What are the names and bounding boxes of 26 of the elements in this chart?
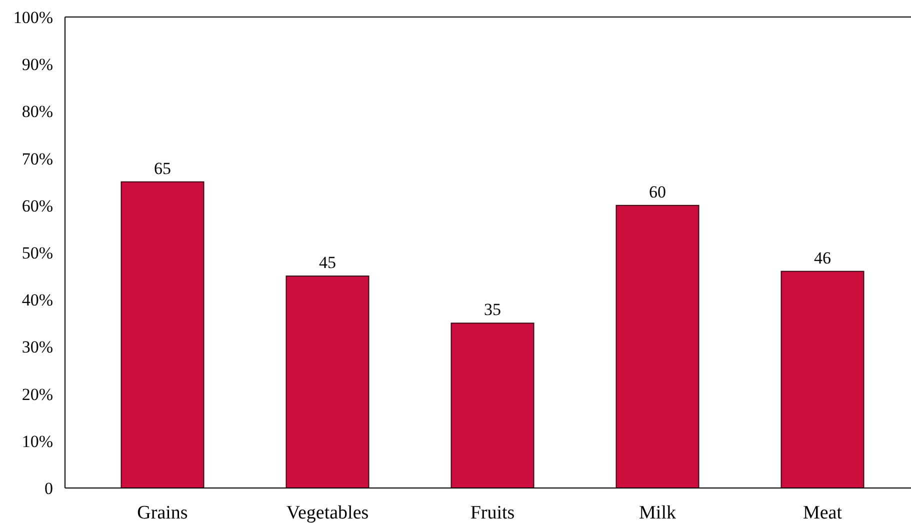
x-tick-label: Vegetables: [286, 502, 369, 523]
y-tick-label: 60%: [22, 196, 53, 216]
bar: [450, 322, 534, 488]
y-tick-label: 20%: [22, 384, 53, 404]
bar: [286, 276, 370, 488]
y-tick-label: 100%: [13, 8, 53, 27]
data-label: 45: [319, 253, 336, 272]
bar: [616, 204, 700, 488]
bar: [120, 181, 204, 488]
y-tick-label: 0: [44, 478, 53, 498]
data-label: 65: [154, 158, 171, 178]
x-tick-label: Milk: [639, 502, 676, 523]
y-tick-label: 40%: [22, 290, 53, 310]
data-label: 46: [814, 248, 831, 268]
y-tick-label: 80%: [22, 102, 53, 122]
x-tick-label: Grains: [137, 502, 188, 523]
x-tick-label: Meat: [802, 502, 843, 523]
y-tick-label: 50%: [22, 243, 53, 262]
x-tick-label: Fruits: [470, 502, 515, 523]
data-label: 60: [649, 182, 666, 202]
y-tick-label: 70%: [22, 149, 53, 168]
y-tick-label: 90%: [22, 55, 53, 74]
bar: [780, 270, 864, 488]
data-label: 35: [484, 300, 501, 320]
y-tick-label: 10%: [22, 432, 53, 451]
y-tick-label: 30%: [22, 338, 53, 357]
